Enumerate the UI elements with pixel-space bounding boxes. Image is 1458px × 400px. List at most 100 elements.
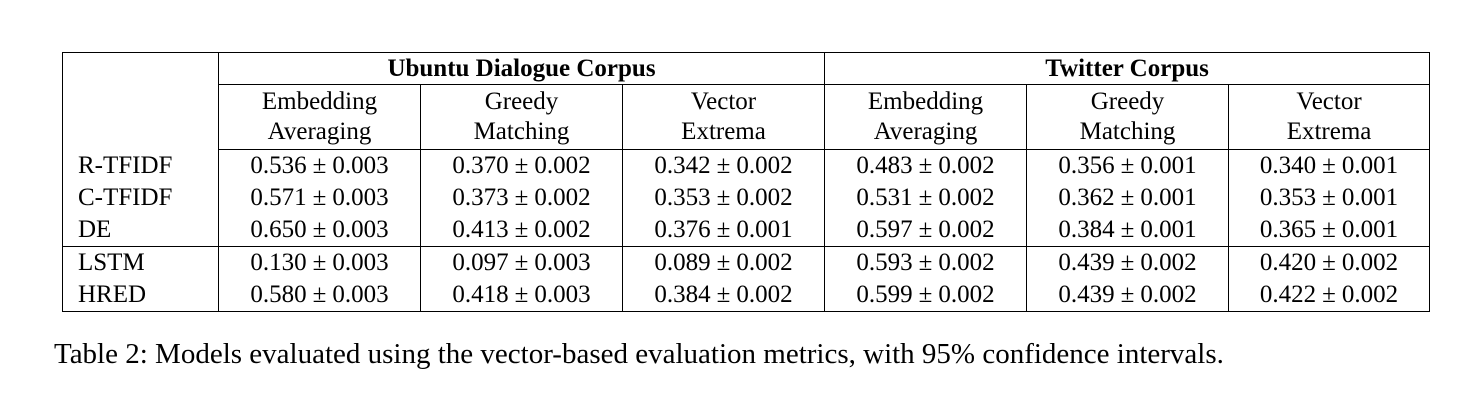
plus-minus-symbol: ± [918,216,933,243]
score-cell: 0.650 ±0.003 [218,214,421,247]
score-cell: 0.370 ±0.002 [420,149,623,182]
plus-minus-symbol: ± [918,281,933,308]
metric-header-line1: Embedding [261,88,378,115]
score-cell: 0.376 ±0.001 [621,214,826,247]
metric-header: Greedy Matching [420,84,623,150]
plus-minus-symbol: ± [1120,152,1135,179]
score-ci: 0.003 [332,281,389,308]
metric-header-line2: Matching [1079,118,1176,145]
score-cell: 0.531 ±0.002 [824,182,1028,214]
score-mean: 0.418 [452,281,509,308]
score-cell: 0.418 ±0.003 [420,279,623,312]
plus-minus-symbol: ± [1322,152,1336,179]
model-name: C-TFIDF [62,182,219,214]
score-cell: 0.439 ±0.002 [1026,246,1230,279]
score-mean: 0.097 [452,249,509,276]
metric-header-line1: Greedy [1090,88,1165,115]
score-cell: 0.597 ±0.002 [824,214,1028,247]
score-cell: 0.097 ±0.003 [420,246,623,279]
score-ci: 0.002 [938,216,995,243]
score-mean: 0.650 [250,216,307,243]
score-mean: 0.353 [654,184,711,211]
score-mean: 0.571 [250,184,307,211]
score-mean: 0.531 [856,184,913,211]
group-header-twitter: Twitter Corpus [824,52,1431,85]
metric-header-line2: Extrema [681,118,766,145]
plus-minus-symbol: ± [514,216,529,243]
score-ci: 0.002 [938,249,995,276]
plus-minus-symbol: ± [1120,184,1135,211]
table-row: R-TFIDF 0.536 ±0.003 0.370 ±0.002 0.342 ±0.002… [62,149,1431,182]
score-ci: 0.002 [1341,281,1399,308]
score-ci: 0.002 [534,184,591,211]
score-cell: 0.089 ±0.002 [621,246,826,279]
metric-header-line1: Vector [690,88,757,115]
score-ci: 0.002 [1341,249,1399,276]
plus-minus-symbol: ± [514,281,529,308]
score-mean: 0.439 [1058,281,1115,308]
plus-minus-symbol: ± [312,152,327,179]
score-ci: 0.002 [938,281,995,308]
score-cell: 0.599 ±0.002 [824,279,1028,312]
plus-minus-symbol: ± [1322,184,1336,211]
metric-header: Vector Extrema [1228,84,1431,150]
score-ci: 0.003 [534,249,591,276]
score-mean: 0.376 [654,216,711,243]
score-cell: 0.373 ±0.002 [420,182,623,214]
score-mean: 0.365 [1259,216,1317,243]
metric-header: Greedy Matching [1026,84,1230,150]
metric-header-line2: Matching [473,118,570,145]
score-ci: 0.001 [1341,152,1399,179]
plus-minus-symbol: ± [1322,249,1336,276]
score-ci: 0.002 [736,281,793,308]
plus-minus-symbol: ± [514,184,529,211]
table-row: LSTM 0.130 ±0.003 0.097 ±0.003 0.089 ±0.002 0.5… [62,246,1431,279]
score-mean: 0.130 [250,249,307,276]
score-mean: 0.373 [452,184,509,211]
score-cell: 0.365 ±0.001 [1228,214,1431,247]
score-cell: 0.130 ±0.003 [218,246,421,279]
corner-cell [62,52,219,150]
score-ci: 0.003 [332,184,389,211]
score-ci: 0.001 [736,216,793,243]
plus-minus-symbol: ± [1120,281,1135,308]
score-cell: 0.362 ±0.001 [1026,182,1230,214]
score-ci: 0.001 [1140,152,1197,179]
model-name: DE [62,214,219,247]
table-row: DE 0.650 ±0.003 0.413 ±0.002 0.376 ±0.001 0.597… [62,214,1431,247]
score-ci: 0.002 [534,152,591,179]
plus-minus-symbol: ± [716,249,731,276]
plus-minus-symbol: ± [312,184,327,211]
score-mean: 0.340 [1259,152,1317,179]
table-body: R-TFIDF 0.536 ±0.003 0.370 ±0.002 0.342 ±0.002… [62,149,1431,312]
plus-minus-symbol: ± [312,249,327,276]
metric-header-line1: Vector [1296,88,1362,115]
metric-header-line2: Extrema [1286,118,1372,145]
score-mean: 0.536 [250,152,307,179]
score-mean: 0.439 [1058,249,1115,276]
score-mean: 0.483 [856,152,913,179]
score-cell: 0.353 ±0.002 [621,182,826,214]
plus-minus-symbol: ± [514,152,529,179]
score-mean: 0.580 [250,281,307,308]
plus-minus-symbol: ± [312,216,327,243]
score-ci: 0.002 [1140,281,1197,308]
score-cell: 0.536 ±0.003 [218,149,421,182]
score-mean: 0.384 [654,281,711,308]
metric-header-row: Embedding Averaging Greedy Matching Vector Ex… [63,84,1431,150]
results-table: Ubuntu Dialogue Corpus Twitter Corpus Em… [62,52,1431,312]
score-cell: 0.571 ±0.003 [218,182,421,214]
plus-minus-symbol: ± [1322,281,1336,308]
score-cell: 0.340 ±0.001 [1228,149,1431,182]
plus-minus-symbol: ± [716,152,731,179]
score-cell: 0.384 ±0.002 [621,279,826,312]
model-name: LSTM [62,246,219,279]
score-ci: 0.003 [332,152,389,179]
metric-header-line1: Embedding [867,88,984,115]
score-ci: 0.001 [1341,184,1399,211]
plus-minus-symbol: ± [1322,216,1336,243]
score-cell: 0.342 ±0.002 [621,149,826,182]
score-ci: 0.002 [736,184,793,211]
score-mean: 0.342 [654,152,711,179]
score-ci: 0.003 [534,281,591,308]
